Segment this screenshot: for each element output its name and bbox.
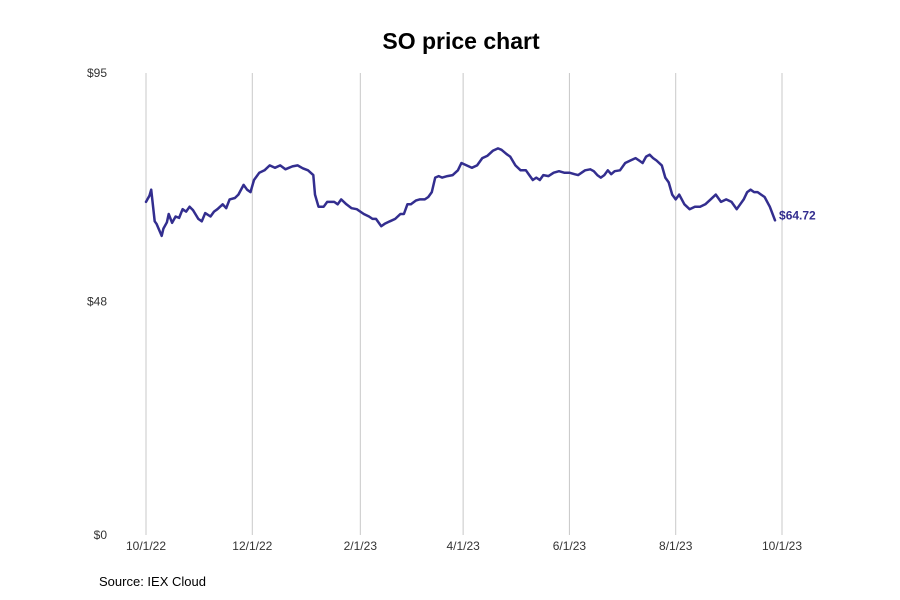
grid-lines xyxy=(145,73,783,535)
y-tick-label: $48 xyxy=(87,295,107,309)
x-axis-ticks: 10/1/22 12/1/22 2/1/23 4/1/23 6/1/23 8/1/23 10… xyxy=(126,539,802,553)
y-tick-label: $0 xyxy=(94,528,108,542)
x-tick-label: 6/1/23 xyxy=(553,539,587,553)
y-tick-label: $95 xyxy=(87,66,107,80)
last-price-label: $64.72 xyxy=(779,208,816,222)
x-tick-label: 10/1/23 xyxy=(762,539,802,553)
x-tick-label: 4/1/23 xyxy=(446,539,480,553)
series-line xyxy=(144,147,777,238)
x-tick-label: 10/1/22 xyxy=(126,539,166,553)
x-tick-label: 8/1/23 xyxy=(659,539,693,553)
chart-title: SO price chart xyxy=(382,28,540,54)
y-axis-ticks: $95 $48 $0 xyxy=(87,66,107,542)
x-tick-label: 12/1/22 xyxy=(232,539,272,553)
source-note: Source: IEX Cloud xyxy=(99,574,206,589)
series-layer: $64.72 xyxy=(144,147,816,238)
x-tick-label: 2/1/23 xyxy=(344,539,378,553)
